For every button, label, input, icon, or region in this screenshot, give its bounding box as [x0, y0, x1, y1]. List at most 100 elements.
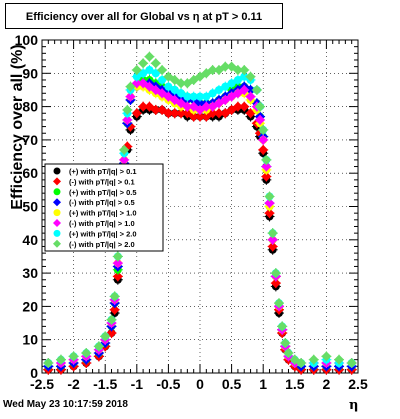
- data-point: [255, 114, 266, 125]
- legend-marker: [53, 219, 61, 227]
- x-tick-label: 0: [196, 376, 204, 392]
- x-tick-label: 2: [323, 376, 331, 392]
- y-tick-label: 100: [15, 32, 39, 48]
- data-point: [145, 65, 154, 74]
- data-point: [270, 278, 281, 289]
- data-point: [207, 64, 218, 75]
- data-point: [170, 85, 179, 94]
- x-tick-label: -2.5: [30, 376, 54, 392]
- x-tick-label: -0.5: [156, 376, 180, 392]
- y-tick-label: 80: [22, 99, 38, 115]
- data-point: [131, 64, 142, 75]
- data-point: [131, 108, 142, 119]
- legend-box: [44, 163, 164, 252]
- data-point: [183, 92, 192, 101]
- y-tick-label: 50: [22, 199, 38, 215]
- data-point: [132, 72, 141, 81]
- x-tick-label: -1.5: [93, 376, 117, 392]
- data-point: [258, 144, 269, 155]
- data-point: [151, 69, 160, 78]
- data-point: [138, 101, 149, 112]
- data-point: [334, 354, 345, 365]
- data-point: [189, 92, 198, 101]
- y-tick-label: 70: [22, 132, 38, 148]
- data-point: [270, 268, 281, 279]
- y-tick-label: 30: [22, 265, 38, 281]
- data-point: [261, 161, 272, 172]
- chart-title: Efficiency over all for Global vs η at p…: [5, 3, 283, 29]
- x-tick-label: -1: [131, 376, 144, 392]
- legend-entry: (-) with pT/|q| > 0.1: [69, 177, 135, 186]
- data-point: [201, 101, 212, 112]
- data-point: [81, 348, 92, 359]
- data-point: [144, 51, 155, 62]
- y-axis-label: Efficiency over all (%): [9, 44, 26, 210]
- date-stamp: Wed May 23 10:17:59 2018: [3, 399, 128, 410]
- data-point: [267, 234, 278, 245]
- data-point: [176, 108, 187, 119]
- legend-marker: [53, 239, 61, 248]
- data-point: [55, 354, 66, 365]
- data-point: [264, 191, 275, 202]
- data-point: [125, 81, 136, 92]
- data-point: [122, 104, 133, 115]
- data-point: [346, 358, 357, 369]
- data-point: [239, 101, 250, 112]
- x-tick-label: 1.5: [285, 376, 305, 392]
- data-point: [150, 58, 161, 69]
- legend-entry: (-) with pT/|q| > 1.0: [69, 219, 135, 228]
- data-point: [280, 338, 291, 349]
- data-point: [213, 108, 224, 119]
- data-point: [220, 61, 231, 72]
- legend-marker: [53, 209, 61, 217]
- data-point: [245, 91, 256, 102]
- data-point: [138, 58, 149, 69]
- x-tick-label: 0.5: [222, 376, 242, 392]
- y-tick-label: 0: [30, 365, 38, 381]
- x-axis-label: η: [349, 398, 359, 413]
- data-point: [245, 71, 256, 82]
- data-point: [43, 358, 54, 369]
- data-point: [251, 84, 262, 95]
- data-point: [267, 228, 278, 239]
- x-tick-label: 1: [259, 376, 267, 392]
- data-point: [308, 354, 319, 365]
- data-point: [176, 78, 187, 89]
- data-point: [296, 358, 307, 369]
- y-tick-label: 90: [22, 65, 38, 81]
- data-point: [106, 314, 117, 325]
- data-point: [233, 75, 242, 84]
- data-point: [239, 84, 250, 95]
- data-point: [157, 64, 168, 75]
- data-point: [261, 154, 272, 165]
- data-point: [139, 69, 148, 78]
- data-point: [100, 331, 111, 342]
- data-point: [267, 241, 278, 252]
- data-point: [150, 104, 161, 115]
- legend-entry: (+) with pT/|q| > 0.1: [69, 167, 137, 176]
- data-point: [112, 258, 123, 269]
- y-tick-label: 60: [22, 165, 38, 181]
- y-tick-label: 10: [22, 332, 38, 348]
- data-point: [112, 271, 123, 282]
- data-point: [227, 79, 236, 88]
- data-point: [119, 144, 130, 155]
- legend-marker: [53, 229, 61, 237]
- data-point: [264, 208, 275, 219]
- legend-entry: (-) with pT/|q| > 0.5: [69, 198, 135, 207]
- legend-entry: (+) with pT/|q| > 2.0: [69, 229, 137, 238]
- data-point: [239, 64, 250, 75]
- legend-entry: (+) with pT/|q| > 1.0: [69, 209, 137, 218]
- data-point: [109, 304, 120, 315]
- data-point: [321, 351, 332, 362]
- data-point: [119, 154, 130, 165]
- legend-marker: [53, 177, 61, 186]
- y-tick-label: 40: [22, 232, 38, 248]
- data-point: [283, 348, 294, 359]
- data-point: [202, 92, 211, 101]
- data-point: [214, 85, 223, 94]
- legend-marker: [53, 167, 61, 175]
- data-point: [163, 108, 174, 119]
